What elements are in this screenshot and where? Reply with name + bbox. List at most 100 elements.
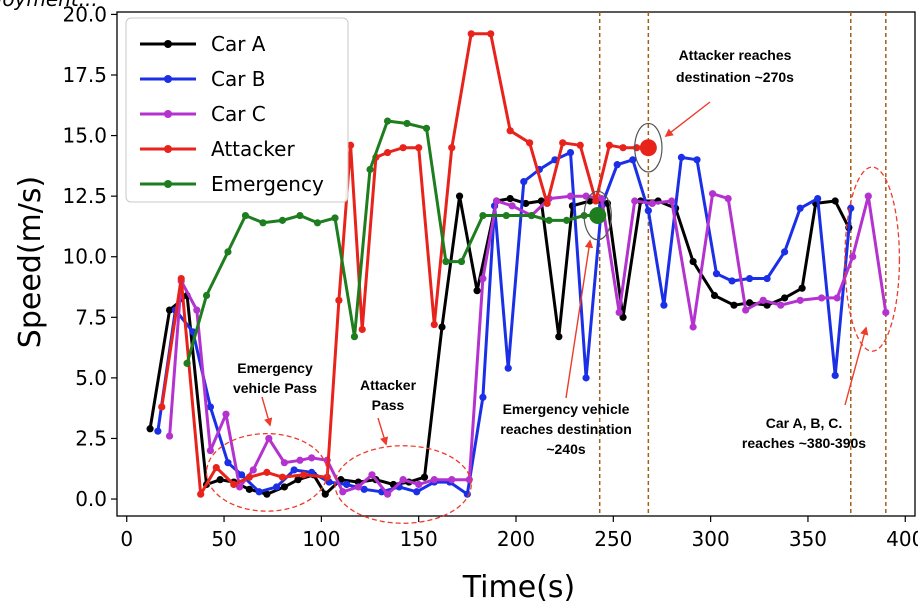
legend-entry: Car B xyxy=(140,67,266,91)
data-point xyxy=(202,291,211,300)
annotation-arrow xyxy=(565,239,594,399)
data-point xyxy=(343,480,351,489)
series-attacker xyxy=(158,30,652,498)
data-point xyxy=(146,425,154,433)
legend-entry: Emergency xyxy=(140,172,324,196)
data-point xyxy=(415,480,423,489)
data-point xyxy=(230,480,238,489)
data-point xyxy=(249,466,257,474)
annotation-line: vehicle Pass xyxy=(233,380,317,396)
x-tick-label: 0 xyxy=(120,527,133,551)
data-point xyxy=(592,197,600,205)
data-point xyxy=(222,410,230,418)
series-lines xyxy=(146,30,890,498)
data-point xyxy=(455,192,464,200)
data-point xyxy=(399,144,407,152)
data-point xyxy=(308,454,316,462)
legend-entry: Car A xyxy=(140,32,266,56)
data-point xyxy=(619,144,627,152)
annotation-line: reaches ~380-390s xyxy=(742,435,866,451)
data-point xyxy=(555,333,563,341)
data-point xyxy=(438,323,446,331)
x-tick-label: 150 xyxy=(400,527,438,551)
data-point xyxy=(506,194,514,203)
data-point xyxy=(492,197,501,205)
annotation-arrow xyxy=(664,101,711,138)
data-point xyxy=(619,313,627,321)
annotation-line: destination ~270s xyxy=(676,69,794,85)
annotation-line: Pass xyxy=(372,397,405,413)
data-point xyxy=(712,270,721,278)
data-point xyxy=(508,202,516,210)
data-point xyxy=(273,483,281,491)
annotation-line: ~240s xyxy=(546,441,586,457)
y-tick-label: 5.0 xyxy=(75,366,107,390)
data-point xyxy=(724,194,732,203)
data-point xyxy=(566,148,575,157)
data-point xyxy=(165,432,174,440)
data-point xyxy=(543,199,551,208)
data-point xyxy=(278,216,287,224)
data-point xyxy=(467,30,475,38)
annotation-text: Emergency vehicle reaches destination ~240… xyxy=(500,401,632,457)
legend-label: Attacker xyxy=(211,137,295,161)
data-point xyxy=(728,277,736,285)
data-point xyxy=(817,294,826,302)
data-point xyxy=(237,471,246,479)
data-point xyxy=(280,459,288,467)
y-tick-label: 10.0 xyxy=(62,245,107,269)
y-tick-label: 7.5 xyxy=(75,305,107,329)
data-point xyxy=(742,306,750,314)
legend-swatch-marker xyxy=(164,110,172,118)
data-point xyxy=(457,257,466,266)
data-point xyxy=(331,214,339,222)
x-tick-label: 350 xyxy=(789,527,827,551)
annotation-arrow xyxy=(844,326,869,406)
data-point xyxy=(358,325,366,334)
data-point xyxy=(290,466,298,474)
y-tick-label: 0.0 xyxy=(75,487,107,511)
data-point xyxy=(280,483,288,491)
series-car-c xyxy=(165,190,890,498)
annotation-text: Car A, B, C. reaches ~380-390s xyxy=(742,415,866,451)
data-point xyxy=(224,248,232,256)
data-point xyxy=(206,446,215,455)
legend-entry: Car C xyxy=(140,102,266,126)
data-point xyxy=(730,301,738,309)
data-point xyxy=(245,485,253,493)
data-point xyxy=(241,211,250,220)
annotation-text: Attacker Pass xyxy=(360,377,417,413)
annotation-line: reaches destination xyxy=(500,421,632,437)
annotation-arrow xyxy=(261,396,273,427)
data-point xyxy=(442,257,450,266)
x-tick-label: 50 xyxy=(211,527,236,551)
data-point xyxy=(522,199,530,208)
data-point xyxy=(582,374,590,382)
data-point xyxy=(415,144,423,152)
data-point xyxy=(487,30,495,38)
data-point xyxy=(506,127,514,135)
data-point xyxy=(463,490,471,498)
data-point xyxy=(668,197,676,205)
data-point xyxy=(216,476,224,484)
data-point xyxy=(648,199,656,208)
data-point xyxy=(864,192,872,200)
data-point xyxy=(422,124,431,132)
data-point xyxy=(430,476,438,484)
data-point xyxy=(559,139,567,147)
data-point xyxy=(631,197,639,205)
data-point xyxy=(294,476,302,484)
data-point xyxy=(780,294,789,302)
highlight-ellipses xyxy=(205,122,901,524)
data-point xyxy=(366,165,374,174)
data-point xyxy=(693,156,701,164)
chart-title-fragment: ...ployment... xyxy=(0,0,98,11)
annotation-text: Attacker reaches destination ~270s xyxy=(676,47,794,85)
legend-swatch-marker xyxy=(164,75,172,83)
legend-label: Car A xyxy=(211,32,266,56)
data-point xyxy=(263,490,271,498)
data-point xyxy=(629,156,637,164)
legend-box xyxy=(125,17,349,203)
data-point xyxy=(383,117,392,125)
